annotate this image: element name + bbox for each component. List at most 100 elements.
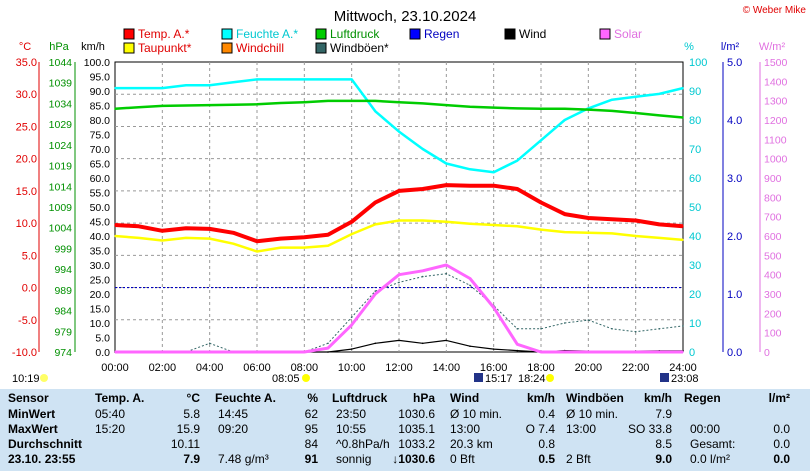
series-1-point bbox=[540, 201, 542, 204]
table-header: Wind bbox=[450, 391, 480, 405]
wind-tick-label: 70.0 bbox=[90, 144, 111, 156]
series-5-point bbox=[398, 281, 400, 284]
series-2-point bbox=[232, 242, 235, 245]
series-1-point bbox=[492, 184, 495, 187]
temp-tick-label: 10.0 bbox=[16, 218, 37, 230]
series-2-point bbox=[256, 250, 258, 253]
rain-tick-label: 2.0 bbox=[727, 231, 742, 243]
sun-icon bbox=[302, 374, 310, 382]
series-7-point bbox=[279, 351, 282, 353]
time-tick-label: 08:00 bbox=[291, 362, 319, 374]
series-2-point bbox=[611, 232, 613, 235]
legend-swatch-2 bbox=[123, 42, 135, 54]
series-2-point bbox=[682, 239, 684, 241]
series-5-point bbox=[587, 319, 590, 321]
legend-swatch-3 bbox=[221, 28, 233, 40]
series-7-point bbox=[256, 351, 258, 353]
series-6-point bbox=[445, 339, 448, 342]
series-2-point bbox=[350, 233, 353, 235]
solar-tick-label: 100 bbox=[764, 328, 782, 340]
pressure-tick-label: 979 bbox=[54, 326, 72, 338]
series-2-point bbox=[161, 239, 164, 242]
series-1-point bbox=[327, 233, 329, 236]
solar-tick-label: 300 bbox=[764, 289, 782, 301]
series-6-point bbox=[398, 339, 400, 342]
table-cell: 7.9 bbox=[655, 407, 672, 421]
table-cell: ↓1030.6 bbox=[392, 452, 435, 466]
time-tick-label: 10:00 bbox=[338, 362, 366, 374]
series-3-point bbox=[161, 87, 164, 89]
wind-tick-label: 35.0 bbox=[90, 246, 111, 258]
solar-tick-label: 700 bbox=[764, 212, 782, 224]
series-7-point bbox=[208, 351, 211, 353]
series-2-point bbox=[563, 231, 566, 233]
table-cell: Ø 10 min. bbox=[450, 407, 503, 421]
series-5-point bbox=[658, 328, 661, 330]
table-cell: 13:00 bbox=[450, 422, 481, 436]
series-5-point bbox=[445, 272, 448, 275]
series-5-point bbox=[540, 328, 542, 330]
pressure-tick-label: 989 bbox=[54, 285, 72, 297]
table-cell: 10:55 bbox=[336, 422, 367, 436]
table-cell: 62 bbox=[304, 407, 318, 421]
wind-tick-label: 40.0 bbox=[90, 231, 111, 243]
series-7-point bbox=[469, 277, 471, 280]
series-4-point bbox=[374, 100, 377, 102]
wind-tick-label: 90.0 bbox=[90, 86, 111, 98]
series-1-point bbox=[232, 232, 235, 234]
humidity-tick-label: 10 bbox=[689, 318, 701, 330]
table-row-label: 23.10. 23:55 bbox=[8, 452, 76, 466]
humidity-unit: % bbox=[684, 41, 694, 53]
series-4-point bbox=[398, 101, 400, 103]
series-4-point bbox=[516, 107, 519, 110]
solar-tick-label: 0 bbox=[764, 347, 770, 359]
series-5-point bbox=[469, 284, 471, 287]
series-4-point bbox=[563, 108, 566, 110]
series-2-point bbox=[208, 237, 211, 240]
table-row-label: MinWert bbox=[8, 407, 56, 421]
series-4-point bbox=[445, 104, 448, 106]
series-6-point bbox=[421, 342, 424, 345]
solar-tick-label: 800 bbox=[764, 192, 782, 204]
wind-tick-label: 5.0 bbox=[95, 333, 110, 345]
table-cell: 14:45 bbox=[218, 407, 249, 421]
statistics-table: Sensor Temp. A. °C Feuchte A.% Luftdruck hPa W… bbox=[0, 389, 810, 471]
humidity-tick-label: 40 bbox=[689, 231, 701, 243]
series-3-point bbox=[492, 171, 495, 173]
rain-tick-label: 5.0 bbox=[727, 57, 742, 69]
rain-tick-label: 1.0 bbox=[727, 289, 742, 301]
temp-tick-label: -10.0 bbox=[12, 347, 37, 359]
table-header: °C bbox=[186, 391, 200, 405]
legend-label-4: Windchill bbox=[236, 41, 284, 55]
table-cell: 7.9 bbox=[183, 452, 200, 466]
series-3-point bbox=[634, 96, 637, 98]
table-cell: 10.11 bbox=[170, 437, 200, 451]
series-4-point bbox=[587, 108, 590, 111]
series-3-point bbox=[398, 130, 400, 133]
series-1-point bbox=[137, 225, 140, 228]
pressure-tick-label: 1019 bbox=[49, 161, 73, 173]
series-3-point bbox=[185, 84, 187, 86]
series-2-point bbox=[587, 232, 590, 234]
table-header: hPa bbox=[412, 391, 435, 405]
series-3-point bbox=[374, 110, 377, 113]
series-2-point bbox=[398, 219, 400, 222]
wind-tick-label: 95.0 bbox=[90, 72, 111, 84]
table-cell: 0.0 bbox=[773, 422, 790, 436]
series-4-point bbox=[161, 105, 164, 107]
series-7-point bbox=[137, 351, 140, 353]
temp-tick-label: 30.0 bbox=[16, 89, 37, 101]
series-7-point bbox=[114, 351, 116, 353]
series-4-point bbox=[208, 104, 211, 106]
solar-tick-label: 1200 bbox=[764, 115, 788, 127]
series-3-point bbox=[540, 139, 542, 142]
pressure-tick-label: 1039 bbox=[49, 78, 73, 90]
series-2-point bbox=[137, 237, 140, 239]
series-5-point bbox=[634, 330, 637, 333]
wind-tick-label: 15.0 bbox=[90, 304, 111, 316]
solar-tick-label: 1300 bbox=[764, 96, 788, 108]
humidity-tick-label: 80 bbox=[689, 115, 701, 127]
table-header: l/m² bbox=[768, 391, 790, 405]
table-header: Luftdruck bbox=[332, 391, 388, 405]
pressure-tick-label: 974 bbox=[54, 347, 72, 359]
